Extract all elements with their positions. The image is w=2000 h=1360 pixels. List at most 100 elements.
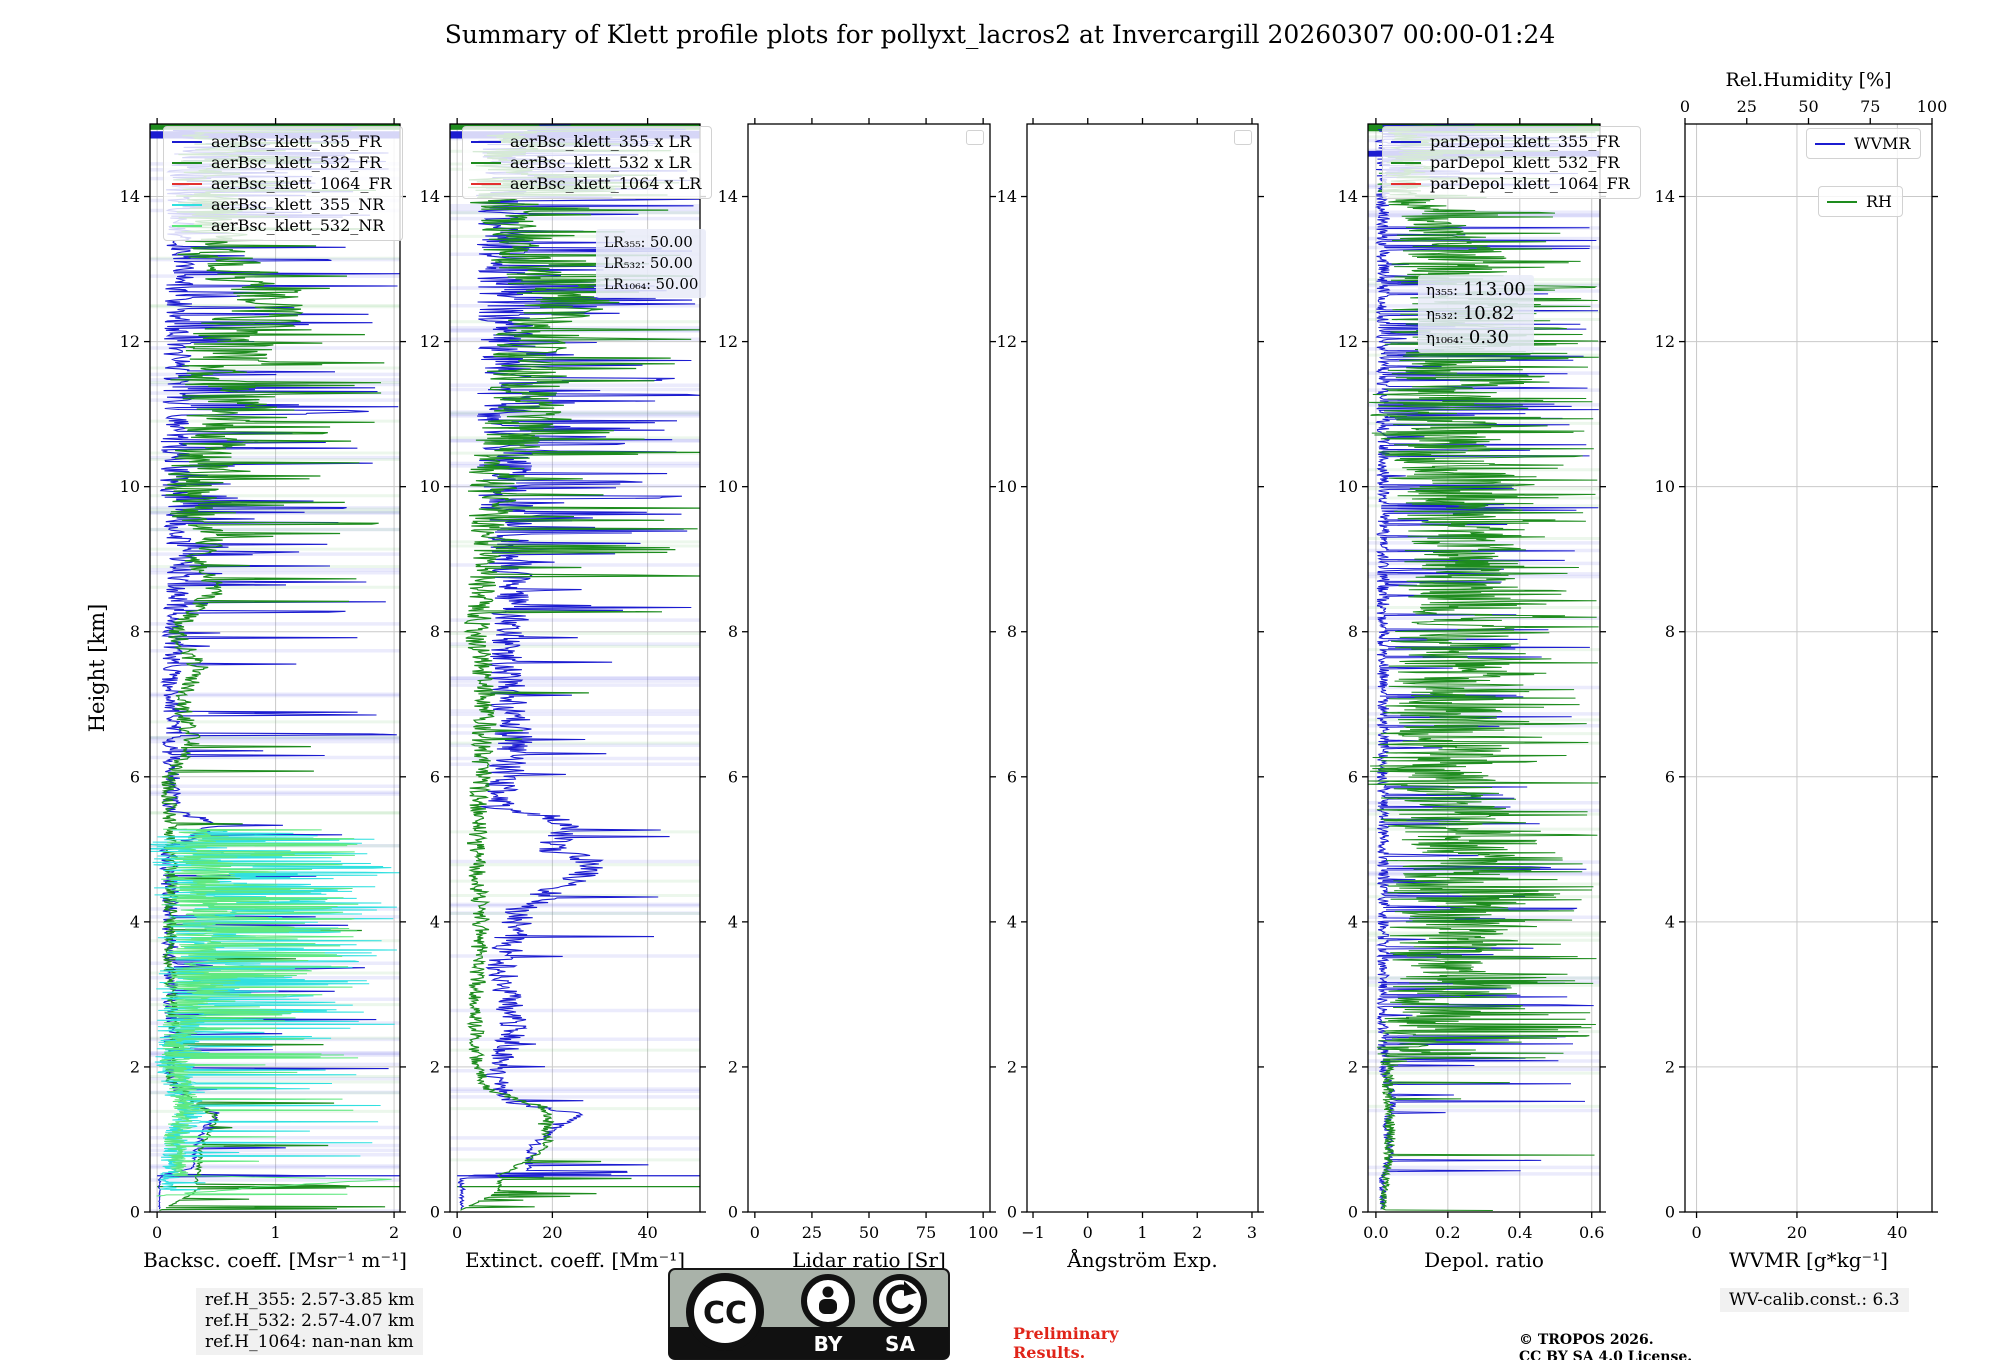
ytick-label: 12	[1338, 332, 1358, 351]
xlabel-ext: Extinct. coeff. [Mm⁻¹]	[465, 1248, 685, 1272]
ytick-label: 0	[1348, 1203, 1358, 1222]
xtick-label: 2	[1192, 1223, 1202, 1242]
ytick-label: 8	[1348, 622, 1358, 641]
ytick-label: 14	[997, 187, 1017, 206]
xtick-label: 0.2	[1435, 1223, 1460, 1242]
xtick-label: 1	[1137, 1223, 1147, 1242]
lr-355-label: LR₃₅₅:	[604, 235, 650, 251]
ref-h-355: ref.H_355: 2.57-3.85 km	[205, 1290, 415, 1310]
panel-ang-spines	[1026, 123, 1259, 1213]
sa-arrow-head	[904, 1281, 917, 1296]
ytick-label: 14	[1655, 187, 1675, 206]
sa-arrow-icon	[873, 1274, 927, 1328]
ytick-label: 4	[130, 912, 140, 931]
eta-355-value: 113.00	[1462, 279, 1526, 300]
ytick-label: 12	[120, 332, 140, 351]
lr-532-row: LR₅₃₂: 50.00	[604, 253, 698, 274]
ytick-label: 12	[420, 332, 440, 351]
lidar-ratio-annotation: LR₃₅₅: 50.00 LR₅₃₂: 50.00 LR₁₀₆₄: 50.00	[596, 229, 707, 298]
copyright-line2: CC BY SA 4.0 License.	[1519, 1349, 1693, 1360]
copyright-note: © TROPOS 2026. CC BY SA 4.0 License.	[1519, 1332, 1692, 1360]
ytick-label: 2	[1665, 1057, 1675, 1076]
ytick-label: 12	[1655, 332, 1675, 351]
ytick-label: 10	[997, 477, 1017, 496]
xtick-label: 40	[637, 1223, 657, 1242]
xlabel-bsc: Backsc. coeff. [Msr⁻¹ m⁻¹]	[143, 1248, 407, 1272]
top-xtick-label: 100	[1917, 97, 1948, 116]
sa-arrow-arc	[886, 1284, 914, 1314]
ytick-label: 14	[420, 187, 440, 206]
xtick-label: 50	[859, 1223, 879, 1242]
xtick-label: −1	[1021, 1223, 1045, 1242]
by-person-body	[819, 1299, 837, 1314]
xtick-label: 3	[1247, 1223, 1257, 1242]
top-axis-label: Rel.Humidity [%]	[1725, 69, 1891, 91]
panel-wvmr-spines	[1684, 123, 1933, 1213]
eta-532-row: η₅₃₂: 10.82	[1426, 302, 1526, 326]
ytick-label: 2	[130, 1057, 140, 1076]
panel-wvmr-plot-area	[1685, 124, 1932, 1212]
top-xtick-label: 75	[1860, 97, 1880, 116]
panel-depol-spines	[1367, 123, 1601, 1213]
xtick-label: 0	[152, 1223, 162, 1242]
ytick-label: 10	[120, 477, 140, 496]
lr-532-label: LR₅₃₂:	[604, 256, 650, 272]
top-xtick-label: 50	[1798, 97, 1818, 116]
ytick-label: 6	[1348, 767, 1358, 786]
wv-calib-box: WV-calib.const.: 6.3	[1720, 1288, 1909, 1312]
panel-bsc-plot-area	[150, 124, 400, 1212]
reference-height-box: ref.H_355: 2.57-3.85 km ref.H_532: 2.57-…	[196, 1288, 424, 1355]
eta-1064-label: η₁₀₆₄:	[1426, 329, 1469, 347]
ytick-label: 4	[1348, 912, 1358, 931]
ytick-label: 14	[1338, 187, 1358, 206]
ytick-label: 8	[130, 622, 140, 641]
profile-aerBsc_klett_355_NR	[150, 828, 400, 1191]
xtick-label: 0	[1691, 1223, 1701, 1242]
eta-1064-row: η₁₀₆₄: 0.30	[1426, 326, 1526, 350]
ytick-label: 10	[718, 477, 738, 496]
ytick-label: 14	[718, 187, 738, 206]
ytick-label: 4	[1007, 912, 1017, 931]
xlabel-depol: Depol. ratio	[1424, 1248, 1544, 1272]
ref-h-1064: ref.H_1064: nan-nan km	[205, 1332, 414, 1352]
eta-532-value: 10.82	[1462, 303, 1515, 324]
preliminary-results-note: Preliminary Results.	[1013, 1324, 1119, 1360]
lr-355-value: 50.00	[649, 233, 693, 251]
lr-1064-value: 50.00	[655, 275, 699, 293]
ytick-label: 0	[1665, 1203, 1675, 1222]
eta-355-row: η₃₅₅: 113.00	[1426, 278, 1526, 302]
xlabel-ang: Ångström Exp.	[1066, 1247, 1217, 1272]
ytick-label: 8	[728, 622, 738, 641]
ytick-label: 8	[1007, 622, 1017, 641]
cc-letters: CC	[703, 1296, 747, 1331]
xtick-label: 0.6	[1579, 1223, 1604, 1242]
ytick-label: 10	[1655, 477, 1675, 496]
lr-532-value: 50.00	[649, 254, 693, 272]
xtick-label: 100	[968, 1223, 999, 1242]
figure-title: Summary of Klett profile plots for polly…	[444, 20, 1556, 49]
ytick-label: 12	[997, 332, 1017, 351]
by-letters: BY	[814, 1332, 843, 1356]
profile-aerBsc_klett_532 x LR	[460, 124, 700, 1211]
copyright-line1: © TROPOS 2026.	[1519, 1332, 1654, 1348]
xtick-label: 0.4	[1507, 1223, 1532, 1242]
preliminary-line1: Preliminary	[1013, 1324, 1119, 1343]
eta-532-label: η₅₃₂:	[1426, 305, 1463, 323]
ytick-label: 6	[130, 767, 140, 786]
cc-by-sa-badge: CC BY SA	[668, 1268, 950, 1360]
panel-lr-spines	[747, 123, 991, 1213]
ytick-label: 6	[728, 767, 738, 786]
ytick-label: 14	[120, 187, 140, 206]
ytick-label: 6	[1665, 767, 1675, 786]
ytick-label: 12	[718, 332, 738, 351]
ytick-label: 0	[728, 1203, 738, 1222]
ytick-label: 8	[1665, 622, 1675, 641]
xlabel-wvmr: WVMR [g*kg⁻¹]	[1729, 1248, 1888, 1272]
xtick-label: 20	[542, 1223, 562, 1242]
xtick-label: 1	[270, 1223, 280, 1242]
ytick-label: 6	[1007, 767, 1017, 786]
xtick-label: 40	[1887, 1223, 1907, 1242]
ytick-label: 10	[420, 477, 440, 496]
panel-ext-plot-area	[450, 124, 700, 1212]
